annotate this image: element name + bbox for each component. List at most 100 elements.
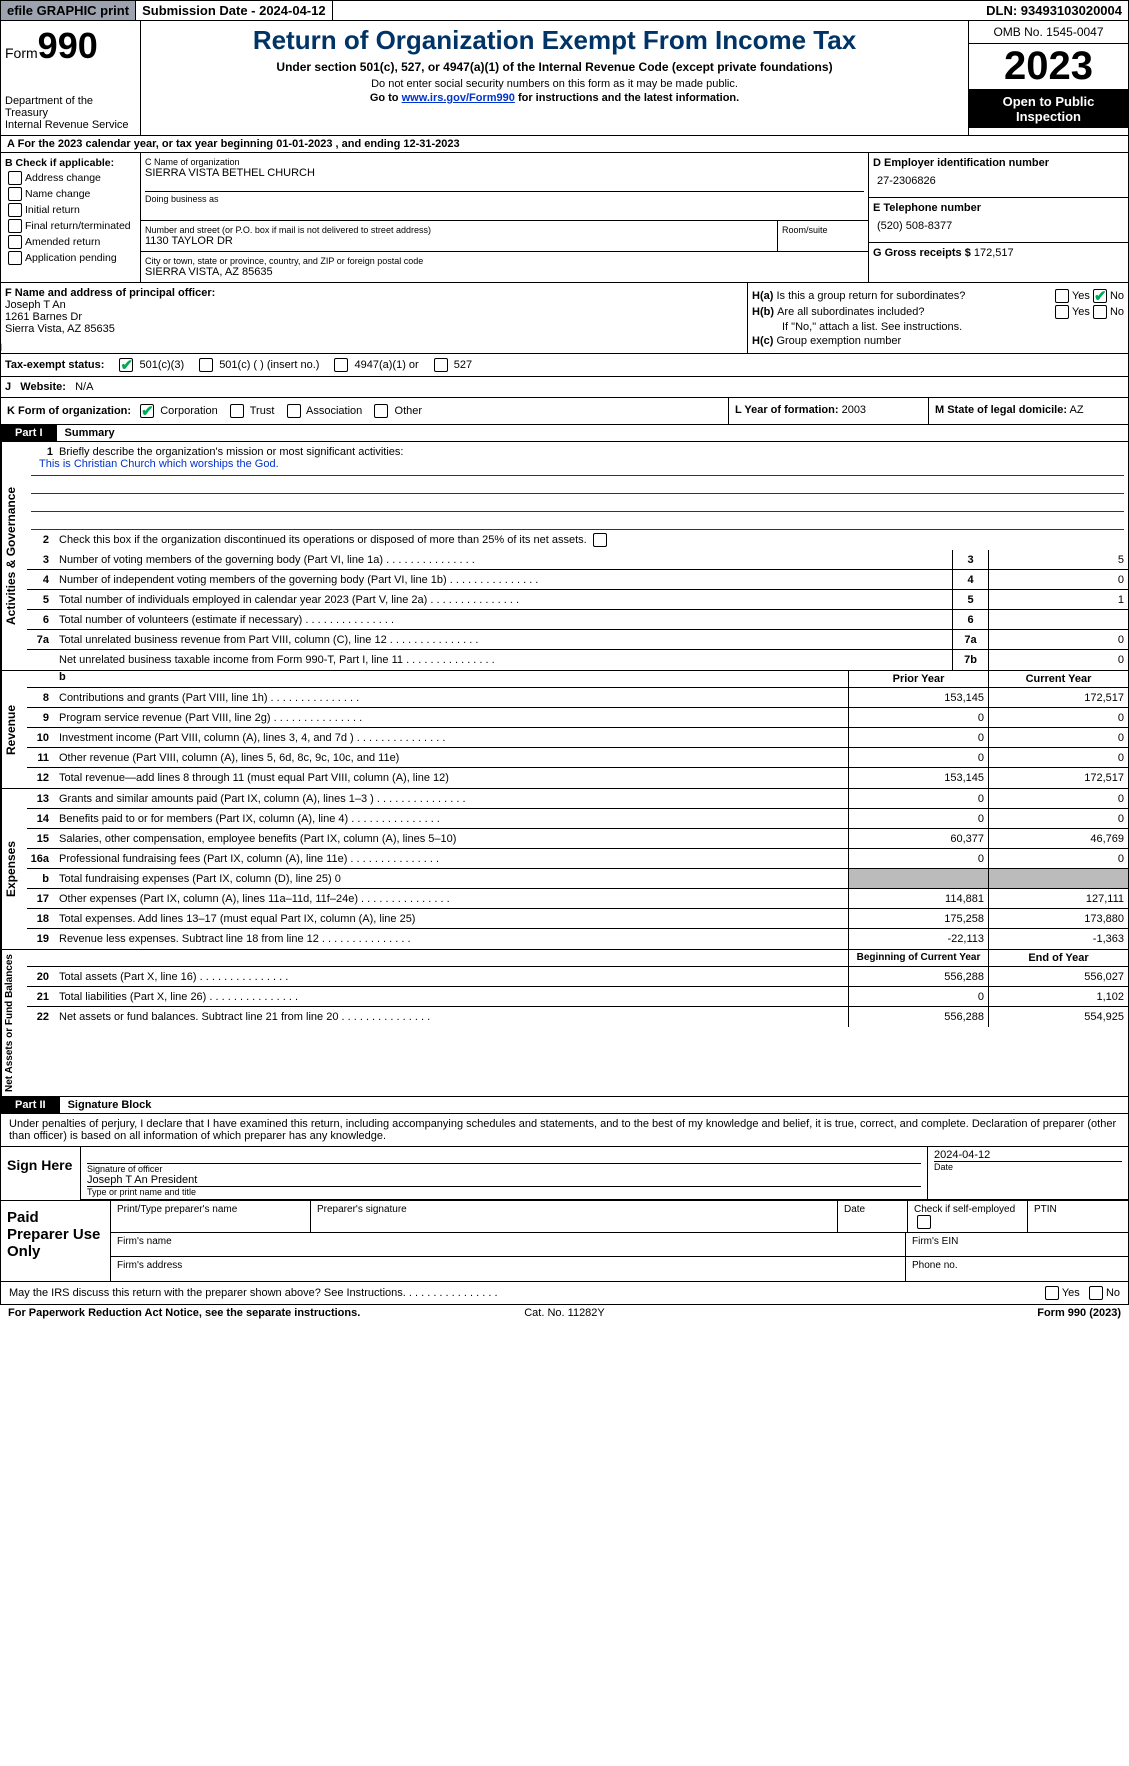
lbl-corp: Corporation <box>160 405 217 417</box>
g-val: 172,517 <box>974 247 1014 259</box>
m-lbl: M State of legal domicile: <box>935 404 1067 416</box>
chk-501c3[interactable] <box>119 358 133 372</box>
l12-text: Total revenue—add lines 8 through 11 (mu… <box>55 770 848 786</box>
chk-initial[interactable] <box>8 203 22 217</box>
mission: This is Christian Church which worships … <box>31 458 1124 476</box>
l21-begin: 0 <box>848 987 988 1006</box>
c-name-lbl: C Name of organization <box>145 157 864 167</box>
prep-phone: Phone no. <box>906 1257 1128 1281</box>
l-val: 2003 <box>842 404 866 416</box>
l6-text: Total number of volunteers (estimate if … <box>55 612 952 628</box>
l2-text: Check this box if the organization disco… <box>59 534 587 546</box>
l22-text: Net assets or fund balances. Subtract li… <box>55 1009 848 1025</box>
l18-prior: 175,258 <box>848 909 988 928</box>
chk-name-change[interactable] <box>8 187 22 201</box>
net-label: Net Assets or Fund Balances <box>1 950 27 1096</box>
lbl-name-change: Name change <box>25 188 90 200</box>
rev-label: Revenue <box>1 671 27 788</box>
net-section: Net Assets or Fund Balances Beginning of… <box>0 950 1129 1097</box>
lbl-501c3: 501(c)(3) <box>140 359 185 371</box>
chk-other[interactable] <box>374 404 388 418</box>
room-lbl: Room/suite <box>782 225 864 235</box>
l2-chk[interactable] <box>593 533 607 547</box>
addr: 1130 TAYLOR DR <box>145 235 773 247</box>
a-line: A For the 2023 calendar year, or tax yea… <box>0 136 1129 153</box>
l5-text: Total number of individuals employed in … <box>55 592 952 608</box>
e-val: (520) 508-8377 <box>873 214 1124 238</box>
l14-curr: 0 <box>988 809 1128 828</box>
l14-text: Benefits paid to or for members (Part IX… <box>55 811 848 827</box>
row-k: K Form of organization: Corporation Trus… <box>0 398 1129 425</box>
gov-section: Activities & Governance 1Briefly describ… <box>0 442 1129 671</box>
chk-527[interactable] <box>434 358 448 372</box>
ha-yes[interactable] <box>1055 289 1069 303</box>
f-addr2: Sierra Vista, AZ 85635 <box>5 323 743 335</box>
prior-hdr: Prior Year <box>848 671 988 687</box>
l19-prior: -22,113 <box>848 929 988 949</box>
hb-yes[interactable] <box>1055 305 1069 319</box>
dln: DLN: 93493103020004 <box>980 1 1128 20</box>
l3-text: Number of voting members of the governin… <box>55 552 952 568</box>
prep-self-emp-chk[interactable] <box>917 1215 931 1229</box>
goto-link[interactable]: www.irs.gov/Form990 <box>402 92 515 104</box>
efile-button[interactable]: efile GRAPHIC print <box>1 1 136 20</box>
tax-year: 2023 <box>969 44 1128 90</box>
form-header: Form990 Department of the Treasury Inter… <box>0 21 1129 136</box>
l17-curr: 127,111 <box>988 889 1128 908</box>
sign-here-lbl: Sign Here <box>1 1147 81 1200</box>
chk-trust[interactable] <box>230 404 244 418</box>
ha-no[interactable] <box>1093 289 1107 303</box>
row-f-h: F Name and address of principal officer:… <box>0 283 1129 354</box>
form-under: Under section 501(c), 527, or 4947(a)(1)… <box>145 60 964 74</box>
lbl-final: Final return/terminated <box>25 220 131 232</box>
discuss-no[interactable] <box>1089 1286 1103 1300</box>
end-hdr: End of Year <box>988 950 1128 966</box>
l7a-val: 0 <box>988 630 1128 649</box>
l4-val: 0 <box>988 570 1128 589</box>
chk-app-pending[interactable] <box>8 251 22 265</box>
chk-4947[interactable] <box>334 358 348 372</box>
name-title-lbl: Type or print name and title <box>87 1186 921 1197</box>
no-ssn: Do not enter social security numbers on … <box>145 78 964 90</box>
l9-prior: 0 <box>848 708 988 727</box>
k-lbl: K Form of organization: <box>7 405 131 417</box>
chk-assoc[interactable] <box>287 404 301 418</box>
l9-text: Program service revenue (Part VIII, line… <box>55 710 848 726</box>
l8-prior: 153,145 <box>848 688 988 707</box>
part2-header: Part II Signature Block <box>0 1097 1129 1114</box>
j-lbl: Website: <box>20 381 66 393</box>
lbl-app-pending: Application pending <box>25 252 117 264</box>
part1-title: Summary <box>57 425 123 441</box>
section-cde: C Name of organization SIERRA VISTA BETH… <box>141 153 1128 282</box>
e-lbl: E Telephone number <box>873 202 1124 214</box>
d-val: 27-2306826 <box>873 169 1124 193</box>
chk-corp[interactable] <box>140 404 154 418</box>
hb-no-lbl: No <box>1110 306 1124 318</box>
l4-text: Number of independent voting members of … <box>55 572 952 588</box>
chk-addr-change[interactable] <box>8 171 22 185</box>
part2-tab: Part II <box>1 1097 60 1113</box>
ha-no-lbl: No <box>1110 290 1124 302</box>
l16a-text: Professional fundraising fees (Part IX, … <box>55 851 848 867</box>
l20-end: 556,027 <box>988 967 1128 986</box>
goto-pre: Go to <box>370 92 402 104</box>
chk-final[interactable] <box>8 219 22 233</box>
goto-line: Go to www.irs.gov/Form990 for instructio… <box>145 92 964 104</box>
discuss-no-lbl: No <box>1106 1287 1120 1299</box>
l9-curr: 0 <box>988 708 1128 727</box>
chk-501c[interactable] <box>199 358 213 372</box>
b-label: B Check if applicable: <box>5 157 136 169</box>
form-prefix: Form <box>5 45 38 61</box>
dba-lbl: Doing business as <box>145 191 864 204</box>
exp-label: Expenses <box>1 789 27 949</box>
l1-text: Briefly describe the organization's miss… <box>59 446 403 458</box>
hb-no[interactable] <box>1093 305 1107 319</box>
l15-curr: 46,769 <box>988 829 1128 848</box>
part2-title: Signature Block <box>60 1097 160 1113</box>
chk-amended[interactable] <box>8 235 22 249</box>
discuss-yes[interactable] <box>1045 1286 1059 1300</box>
l3-val: 5 <box>988 550 1128 569</box>
l11-prior: 0 <box>848 748 988 767</box>
l13-text: Grants and similar amounts paid (Part IX… <box>55 791 848 807</box>
l8-curr: 172,517 <box>988 688 1128 707</box>
